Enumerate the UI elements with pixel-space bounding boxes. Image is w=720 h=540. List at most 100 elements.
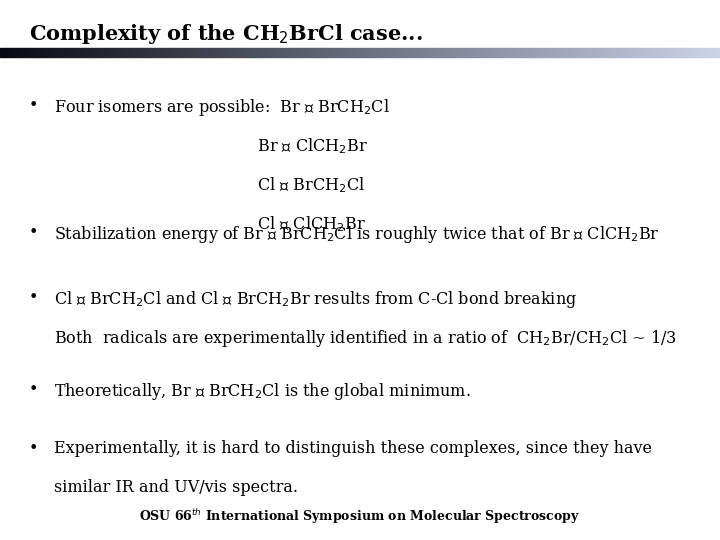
Text: •: • bbox=[29, 289, 38, 306]
Bar bbox=[413, 48, 415, 57]
Bar bbox=[199, 48, 202, 57]
Bar bbox=[144, 48, 146, 57]
Bar bbox=[67, 48, 70, 57]
Bar bbox=[50, 48, 53, 57]
Bar bbox=[173, 48, 175, 57]
Bar bbox=[290, 48, 293, 57]
Bar bbox=[571, 48, 574, 57]
Bar bbox=[499, 48, 502, 57]
Bar bbox=[55, 48, 58, 57]
Bar bbox=[682, 48, 684, 57]
Bar bbox=[653, 48, 655, 57]
Bar bbox=[427, 48, 430, 57]
Bar bbox=[2, 48, 5, 57]
Bar bbox=[588, 48, 590, 57]
Bar bbox=[576, 48, 578, 57]
Bar bbox=[192, 48, 194, 57]
Bar bbox=[679, 48, 682, 57]
Bar bbox=[396, 48, 398, 57]
Bar bbox=[96, 48, 99, 57]
Bar bbox=[209, 48, 211, 57]
Bar bbox=[554, 48, 557, 57]
Bar bbox=[274, 48, 276, 57]
Bar bbox=[425, 48, 427, 57]
Bar bbox=[283, 48, 286, 57]
Bar bbox=[473, 48, 475, 57]
Bar bbox=[698, 48, 701, 57]
Bar bbox=[343, 48, 346, 57]
Bar bbox=[355, 48, 358, 57]
Bar bbox=[595, 48, 598, 57]
Bar bbox=[331, 48, 333, 57]
Bar bbox=[477, 48, 480, 57]
Bar bbox=[225, 48, 228, 57]
Bar bbox=[79, 48, 81, 57]
Bar bbox=[122, 48, 125, 57]
Bar bbox=[389, 48, 391, 57]
Bar bbox=[516, 48, 518, 57]
Bar bbox=[403, 48, 405, 57]
Bar bbox=[585, 48, 588, 57]
Bar bbox=[252, 48, 254, 57]
Bar bbox=[701, 48, 703, 57]
Text: similar IR and UV/vis spectra.: similar IR and UV/vis spectra. bbox=[54, 479, 298, 496]
Bar bbox=[549, 48, 552, 57]
Bar bbox=[326, 48, 329, 57]
Bar bbox=[432, 48, 434, 57]
Bar bbox=[372, 48, 374, 57]
Bar bbox=[266, 48, 269, 57]
Bar bbox=[117, 48, 120, 57]
Bar bbox=[578, 48, 581, 57]
Bar bbox=[490, 48, 492, 57]
Bar bbox=[125, 48, 127, 57]
Bar bbox=[415, 48, 418, 57]
Bar bbox=[180, 48, 182, 57]
Bar bbox=[451, 48, 454, 57]
Bar bbox=[521, 48, 523, 57]
Bar bbox=[333, 48, 336, 57]
Bar bbox=[410, 48, 413, 57]
Bar bbox=[470, 48, 473, 57]
Bar bbox=[523, 48, 526, 57]
Bar bbox=[115, 48, 117, 57]
Bar bbox=[156, 48, 158, 57]
Bar bbox=[391, 48, 394, 57]
Bar bbox=[711, 48, 713, 57]
Bar bbox=[619, 48, 621, 57]
Bar bbox=[552, 48, 554, 57]
Bar bbox=[420, 48, 423, 57]
Text: Theoretically, Br ⋯ BrCH$_2$Cl is the global minimum.: Theoretically, Br ⋯ BrCH$_2$Cl is the gl… bbox=[54, 381, 471, 402]
Bar bbox=[715, 48, 718, 57]
Bar bbox=[542, 48, 545, 57]
Bar bbox=[430, 48, 432, 57]
Bar bbox=[230, 48, 233, 57]
Bar bbox=[233, 48, 235, 57]
Bar bbox=[612, 48, 614, 57]
Bar bbox=[346, 48, 348, 57]
Bar bbox=[161, 48, 163, 57]
Bar bbox=[254, 48, 257, 57]
Text: OSU 66$^{th}$ International Symposium on Molecular Spectroscopy: OSU 66$^{th}$ International Symposium on… bbox=[140, 508, 580, 526]
Bar bbox=[94, 48, 96, 57]
Bar bbox=[468, 48, 470, 57]
Bar bbox=[487, 48, 490, 57]
Bar bbox=[660, 48, 662, 57]
Text: Both  radicals are experimentally identified in a ratio of  CH$_2$Br/CH$_2$Cl ~ : Both radicals are experimentally identif… bbox=[54, 328, 677, 349]
Bar bbox=[77, 48, 79, 57]
Bar bbox=[382, 48, 384, 57]
Bar bbox=[689, 48, 691, 57]
Bar bbox=[441, 48, 444, 57]
Text: Cl ⋯ BrCH$_2$Cl and Cl ⋯ BrCH$_2$Br results from C-Cl bond breaking: Cl ⋯ BrCH$_2$Cl and Cl ⋯ BrCH$_2$Br resu… bbox=[54, 289, 577, 310]
Bar bbox=[300, 48, 302, 57]
Bar bbox=[480, 48, 482, 57]
Bar bbox=[151, 48, 153, 57]
Bar bbox=[264, 48, 266, 57]
Bar bbox=[456, 48, 459, 57]
Bar bbox=[461, 48, 463, 57]
Bar bbox=[648, 48, 650, 57]
Bar bbox=[216, 48, 218, 57]
Bar bbox=[269, 48, 271, 57]
Bar bbox=[322, 48, 324, 57]
Text: •: • bbox=[29, 381, 38, 397]
Bar bbox=[281, 48, 283, 57]
